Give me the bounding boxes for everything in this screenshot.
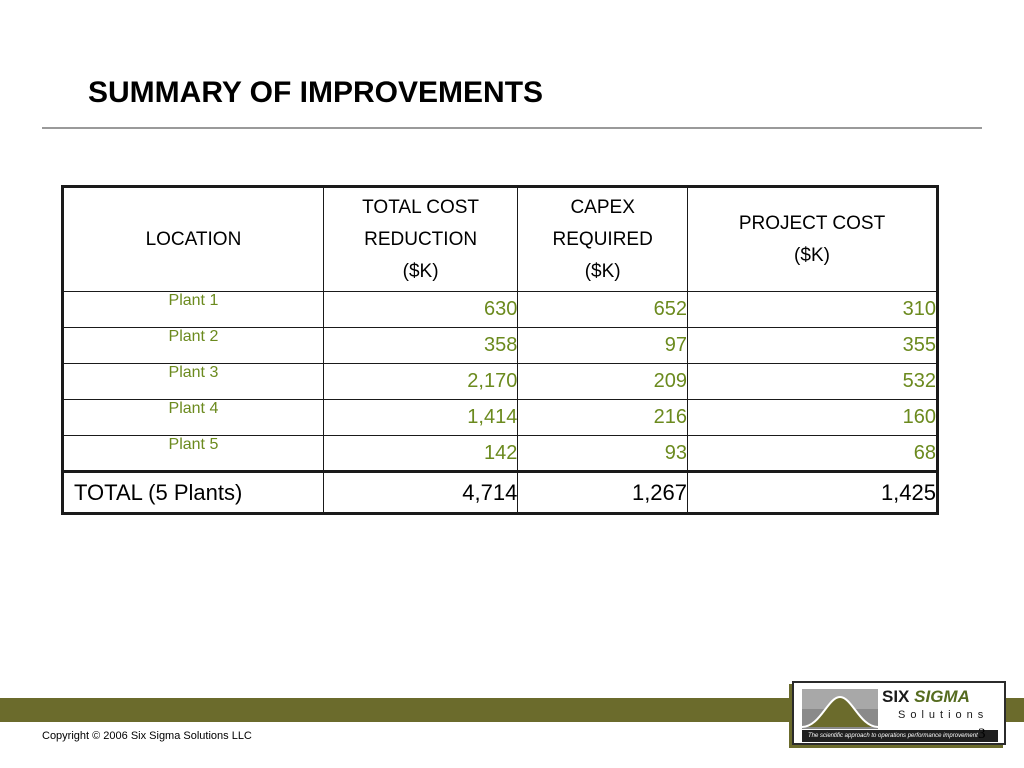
capex-required-cell: 209	[517, 363, 689, 400]
total-cost-reduction-cell: 1,414	[322, 399, 519, 436]
location-cell: Plant 2	[62, 327, 324, 364]
total-cost-reduction-cell: 630	[322, 291, 519, 328]
table-row: Plant 4 1,414 216 160	[62, 399, 938, 436]
location-cell: Plant 1	[62, 291, 324, 328]
copyright-text: Copyright © 2006 Six Sigma Solutions LLC	[42, 730, 252, 742]
capex-required-total: 1,267	[517, 470, 689, 514]
project-cost-cell: 310	[687, 291, 938, 328]
total-cost-reduction-cell: 2,170	[322, 363, 519, 400]
table-header-row: LOCATION TOTAL COST REDUCTION ($K) CAPEX…	[62, 186, 938, 292]
project-cost-cell: 532	[687, 363, 938, 400]
project-cost-cell: 355	[687, 327, 938, 364]
title-divider	[42, 127, 982, 129]
total-cost-reduction-total: 4,714	[322, 470, 519, 514]
table-row: Plant 3 2,170 209 532	[62, 363, 938, 400]
location-cell: Plant 3	[62, 363, 324, 400]
logo-six-text: SIX	[882, 687, 910, 706]
header-location: LOCATION	[62, 186, 324, 292]
company-logo: SIX SIGMA Solutions The scientific appro…	[792, 681, 1006, 745]
capex-required-cell: 652	[517, 291, 689, 328]
page-number: 3	[978, 726, 986, 742]
logo-wordmark: SIX SIGMA	[882, 687, 970, 707]
capex-required-cell: 216	[517, 399, 689, 436]
improvements-table: LOCATION TOTAL COST REDUCTION ($K) CAPEX…	[61, 185, 939, 515]
table-row: Plant 5 142 93 68	[62, 435, 938, 472]
capex-required-cell: 97	[517, 327, 689, 364]
location-cell: Plant 4	[62, 399, 324, 436]
total-cost-reduction-cell: 142	[322, 435, 519, 472]
project-cost-cell: 160	[687, 399, 938, 436]
table-row: Plant 2 358 97 355	[62, 327, 938, 364]
total-label-cell: TOTAL (5 Plants)	[62, 470, 324, 514]
project-cost-cell: 68	[687, 435, 938, 472]
capex-required-cell: 93	[517, 435, 689, 472]
logo-solutions-text: Solutions	[898, 709, 989, 721]
logo-sigma-text: SIGMA	[914, 687, 970, 706]
bell-curve-icon	[802, 689, 878, 729]
table-row: Plant 1 630 652 310	[62, 291, 938, 328]
total-row: TOTAL (5 Plants) 4,714 1,267 1,425	[62, 470, 938, 514]
total-cost-reduction-cell: 358	[322, 327, 519, 364]
location-cell: Plant 5	[62, 435, 324, 472]
logo-tagline: The scientific approach to operations pe…	[802, 730, 998, 742]
project-cost-total: 1,425	[687, 470, 938, 514]
header-capex-required: CAPEX REQUIRED ($K)	[517, 186, 689, 292]
header-total-cost-reduction: TOTAL COST REDUCTION ($K)	[322, 186, 519, 292]
slide-title: SUMMARY OF IMPROVEMENTS	[88, 76, 544, 109]
header-project-cost: PROJECT COST ($K)	[687, 186, 938, 292]
